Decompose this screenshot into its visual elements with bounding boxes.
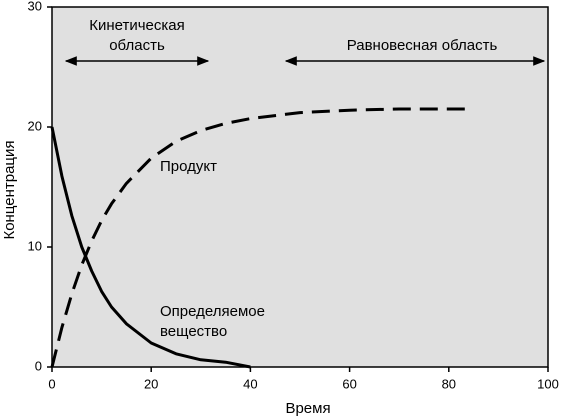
y-tick-label: 20 <box>28 118 42 133</box>
annotation: Кинетическая <box>89 17 185 34</box>
x-axis-title: Время <box>285 400 330 417</box>
x-tick-label: 20 <box>144 376 158 391</box>
y-axis-title: Концентрация <box>1 140 18 239</box>
x-tick-label: 100 <box>537 376 559 391</box>
x-tick-label: 80 <box>442 376 456 391</box>
annotation: область <box>109 37 165 54</box>
line <box>50 107 474 368</box>
annotation: Равновесная область <box>347 37 498 54</box>
x-tick-label: 40 <box>243 376 257 391</box>
annotation: Продукт <box>160 158 217 175</box>
y-tick-label: 10 <box>28 238 42 253</box>
y-tick-label: 30 <box>28 0 42 13</box>
plot-area <box>51 6 549 368</box>
annotation: вещество <box>160 323 227 340</box>
x-tick-label: 60 <box>342 376 356 391</box>
x-tick-label: 0 <box>48 376 55 391</box>
annotation: Определяемое <box>160 303 265 320</box>
y-tick-label: 0 <box>35 358 42 373</box>
line <box>50 126 251 369</box>
